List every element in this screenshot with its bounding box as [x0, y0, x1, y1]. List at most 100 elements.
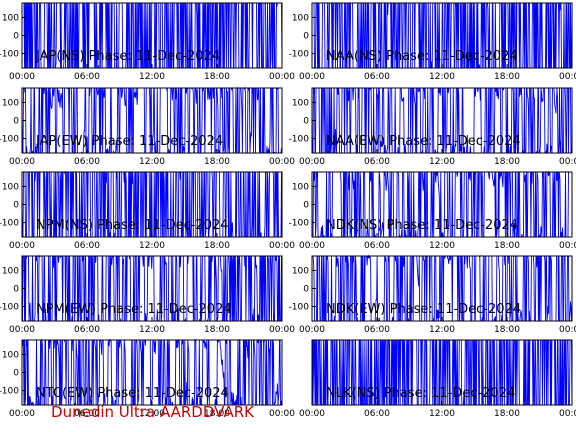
x-tick-label: 06:00 — [364, 409, 390, 419]
panel-title: JAP(EW) Phase: 11-Dec-2024 — [35, 134, 223, 149]
y-tick-label: 0 — [13, 285, 19, 295]
x-tick-label: 06:00 — [364, 241, 390, 251]
x-tick-label: 18:00 — [494, 72, 520, 82]
x-tick-label: 00:00 — [559, 241, 576, 251]
y-tick-label: 100 — [292, 182, 309, 192]
x-tick-label: 06:00 — [364, 157, 390, 167]
y-tick-label: 100 — [292, 266, 309, 276]
x-tick-label: 00:00 — [269, 241, 295, 251]
y-tick-label: -100 — [0, 387, 19, 397]
y-tick-label: 0 — [303, 32, 309, 42]
y-tick-label: 0 — [13, 201, 19, 211]
y-tick-label: -100 — [0, 50, 19, 60]
y-tick-label: -100 — [0, 219, 19, 229]
x-tick-label: 18:00 — [494, 157, 520, 167]
x-tick-label: 18:00 — [204, 409, 230, 419]
x-tick-label: 00:00 — [559, 325, 576, 335]
x-tick-label: 00:00 — [9, 241, 35, 251]
x-tick-label: 18:00 — [204, 72, 230, 82]
chart-panel-2: 1000-10000:0006:0012:0018:0000:00NAA(NS)… — [289, 2, 576, 82]
chart-panel-8: 1000-10000:0006:0012:0018:0000:00NDK(EW)… — [289, 254, 576, 335]
panel-title: JAP(NS) Phase: 11-Dec-2024 — [35, 49, 220, 64]
x-tick-label: 00:00 — [269, 325, 295, 335]
x-tick-label: 18:00 — [494, 325, 520, 335]
chart-panel-4: 1000-10000:0006:0012:0018:0000:00NAA(EW)… — [289, 87, 576, 167]
x-tick-label: 00:00 — [269, 157, 295, 167]
x-tick-label: 12:00 — [139, 325, 165, 335]
panel-title: NAA(EW) Phase: 11-Dec-2024 — [326, 134, 521, 149]
x-tick-label: 00:00 — [269, 72, 295, 82]
x-tick-label: 00:00 — [559, 409, 576, 419]
x-tick-label: 06:00 — [74, 409, 100, 419]
x-tick-label: 06:00 — [74, 72, 100, 82]
phase-trace — [22, 254, 282, 323]
x-tick-label: 00:00 — [299, 72, 325, 82]
y-tick-label: 0 — [303, 285, 309, 295]
y-tick-label: 100 — [2, 98, 19, 108]
x-tick-label: 00:00 — [269, 409, 295, 419]
x-tick-label: 12:00 — [139, 72, 165, 82]
footer-caption: Dunedin Ultra AARDDVARK — [51, 403, 254, 421]
y-tick-label: -100 — [289, 50, 310, 60]
x-tick-label: 00:00 — [559, 157, 576, 167]
x-tick-label: 06:00 — [74, 325, 100, 335]
x-tick-label: 00:00 — [9, 72, 35, 82]
y-tick-label: 100 — [2, 266, 19, 276]
x-tick-label: 18:00 — [204, 157, 230, 167]
x-tick-label: 00:00 — [299, 241, 325, 251]
y-tick-label: 100 — [2, 182, 19, 192]
chart-panel-6: 1000-10000:0006:0012:0018:0000:00NDK(NS)… — [289, 170, 576, 251]
x-tick-label: 12:00 — [429, 157, 455, 167]
x-tick-label: 18:00 — [204, 325, 230, 335]
y-tick-label: -100 — [289, 303, 310, 313]
x-tick-label: 12:00 — [139, 241, 165, 251]
panel-title: NPM(NS) Phase: 11-Dec-2024 — [36, 218, 229, 233]
y-tick-label: -100 — [289, 219, 310, 229]
x-tick-label: 12:00 — [429, 241, 455, 251]
y-tick-label: -100 — [289, 135, 310, 145]
y-tick-label: 0 — [303, 117, 309, 127]
x-tick-label: 00:00 — [299, 325, 325, 335]
panel-title: NPM(EW) Phase: 11-Dec-2024 — [36, 302, 232, 317]
x-tick-label: 00:00 — [559, 72, 576, 82]
x-tick-label: 18:00 — [494, 409, 520, 419]
panel-title: NDK(NS) Phase: 11-Dec-2024 — [326, 218, 518, 233]
x-tick-label: 12:00 — [429, 325, 455, 335]
x-tick-label: 00:00 — [299, 157, 325, 167]
x-tick-label: 18:00 — [204, 241, 230, 251]
panel-title: NAA(NS) Phase: 11-Dec-2024 — [326, 49, 518, 64]
x-tick-label: 06:00 — [364, 72, 390, 82]
x-tick-label: 00:00 — [9, 157, 35, 167]
x-tick-label: 12:00 — [429, 72, 455, 82]
y-tick-label: 100 — [2, 350, 19, 360]
panel-title: NTC(EW) Phase: 11-Dec-2024 — [36, 386, 229, 401]
panel-title: NLK(NS) Phase: 11-Dec-2024 — [326, 386, 515, 401]
y-tick-label: -100 — [0, 303, 19, 313]
x-tick-label: 18:00 — [494, 241, 520, 251]
y-tick-label: -100 — [0, 135, 19, 145]
y-tick-label: 100 — [292, 98, 309, 108]
y-tick-label: 100 — [292, 13, 309, 23]
x-tick-label: 12:00 — [139, 409, 165, 419]
x-tick-label: 00:00 — [9, 409, 35, 419]
y-tick-label: 0 — [13, 117, 19, 127]
phase-trace — [21, 170, 282, 238]
x-tick-label: 12:00 — [139, 157, 165, 167]
x-tick-label: 06:00 — [364, 325, 390, 335]
x-tick-label: 00:00 — [9, 325, 35, 335]
y-tick-label: 0 — [13, 369, 19, 379]
y-tick-label: 0 — [303, 201, 309, 211]
x-tick-label: 12:00 — [429, 409, 455, 419]
x-tick-label: 06:00 — [74, 157, 100, 167]
y-tick-label: 0 — [13, 32, 19, 42]
x-tick-label: 00:00 — [299, 409, 325, 419]
x-tick-label: 06:00 — [74, 241, 100, 251]
panel-title: NDK(EW) Phase: 11-Dec-2024 — [326, 302, 521, 317]
